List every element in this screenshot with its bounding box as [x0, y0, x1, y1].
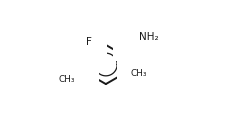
Text: NH: NH — [141, 48, 156, 58]
Text: NH₂: NH₂ — [139, 32, 159, 42]
Text: F: F — [86, 37, 92, 47]
Text: CH₃: CH₃ — [58, 75, 75, 84]
Text: S: S — [77, 74, 83, 84]
Text: CH₃: CH₃ — [130, 68, 147, 78]
Text: S: S — [128, 36, 135, 46]
Text: O: O — [73, 82, 80, 91]
Text: O: O — [73, 67, 80, 76]
